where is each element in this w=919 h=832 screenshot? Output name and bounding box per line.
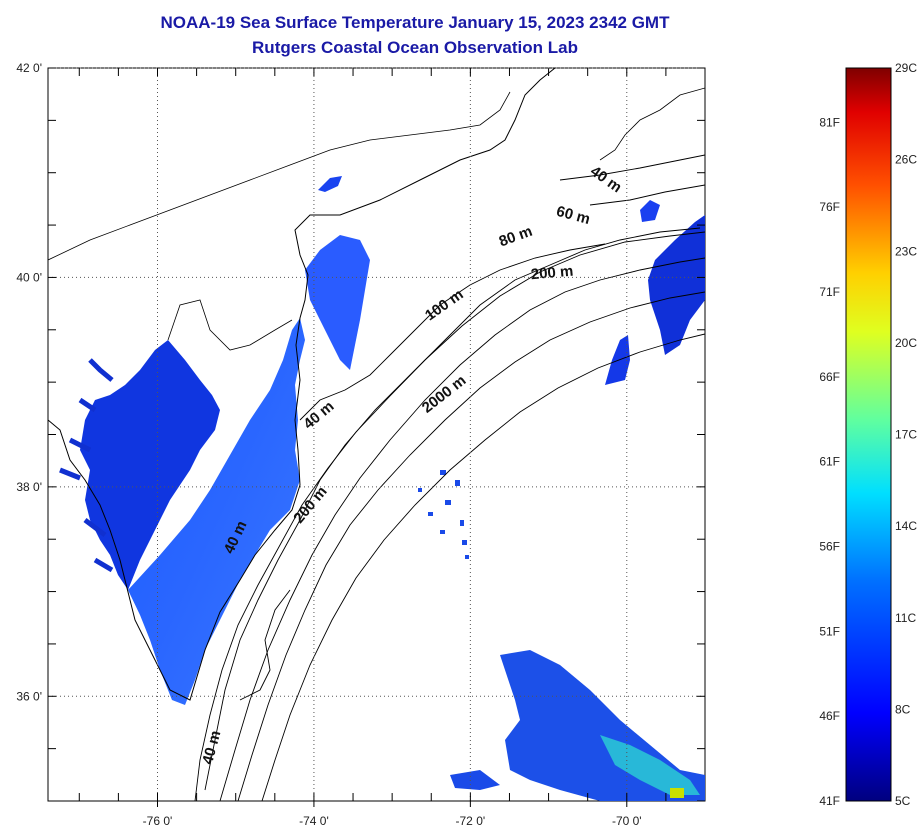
sst-offshore-pixels [418, 470, 469, 559]
sst-bay-tributaries [59, 358, 114, 573]
colorbar-celsius-label: 20C [895, 336, 917, 350]
cape-cod-shore [599, 87, 705, 161]
y-tick-label: 36 0' [16, 689, 42, 703]
colorbar-fahrenheit-label: 81F [819, 115, 840, 129]
sst-offshore-strip [450, 770, 500, 790]
map-title: NOAA-19 Sea Surface Temperature January … [160, 13, 670, 32]
colorbar-celsius-label: 8C [895, 702, 911, 716]
colorbar-celsius-label: 11C [895, 611, 916, 625]
x-tick-label: -76 0' [143, 814, 173, 828]
colorbar-celsius-label: 17C [895, 428, 917, 442]
colorbar-fahrenheit-label: 41F [819, 794, 840, 808]
map-grid [48, 67, 705, 807]
map-subtitle: Rutgers Coastal Ocean Observation Lab [252, 38, 578, 57]
colorbar-celsius-label: 14C [895, 519, 917, 533]
bathymetry-contours [194, 154, 705, 801]
y-tick-label: 38 0' [16, 480, 42, 494]
sst-warm-pixel [670, 788, 684, 798]
x-tick-label: -70 0' [612, 814, 642, 828]
colorbar-labels: 29C 26C 23C 20C 17C 14C 11C 8C 5C 81F 76F 71F 66F 61F… [819, 61, 917, 808]
colorbar-fahrenheit-label: 56F [819, 539, 840, 553]
colorbar-fahrenheit-label: 76F [819, 200, 840, 214]
coastline [48, 68, 556, 701]
sst-georges-region [605, 335, 630, 385]
colorbar-fahrenheit-label: 66F [819, 370, 840, 384]
colorbar-fahrenheit-label: 46F [819, 709, 840, 723]
contour-depth-label: 200 m [530, 263, 574, 284]
colorbar-celsius-label: 23C [895, 244, 917, 258]
y-tick-label: 42 0' [16, 61, 42, 75]
coastline-inner [48, 91, 511, 261]
sst-warm-core [600, 735, 700, 795]
colorbar-fahrenheit-label: 51F [819, 624, 840, 638]
colorbar [845, 67, 892, 802]
colorbar-celsius-label: 5C [895, 794, 911, 808]
sst-gulf-maine-region [648, 215, 705, 355]
colorbar-celsius-label: 26C [895, 153, 917, 167]
map-tick-labels: -76 0' -74 0' -72 0' -70 0' 42 0' 40 0' 38 0' 3… [16, 61, 641, 828]
sst-nj-region [305, 235, 370, 370]
colorbar-fahrenheit-label: 71F [819, 285, 840, 299]
colorbar-fahrenheit-label: 61F [819, 455, 840, 469]
sst-ri-region [318, 176, 342, 192]
x-tick-label: -74 0' [299, 814, 329, 828]
sst-cape-cod-region [640, 200, 660, 222]
colorbar-celsius-label: 29C [895, 61, 917, 75]
y-tick-label: 40 0' [16, 270, 42, 284]
sst-shelf-region [128, 318, 305, 705]
x-tick-label: -72 0' [456, 814, 486, 828]
sst-bay-region [80, 340, 220, 590]
delmarva-shore [167, 299, 293, 351]
